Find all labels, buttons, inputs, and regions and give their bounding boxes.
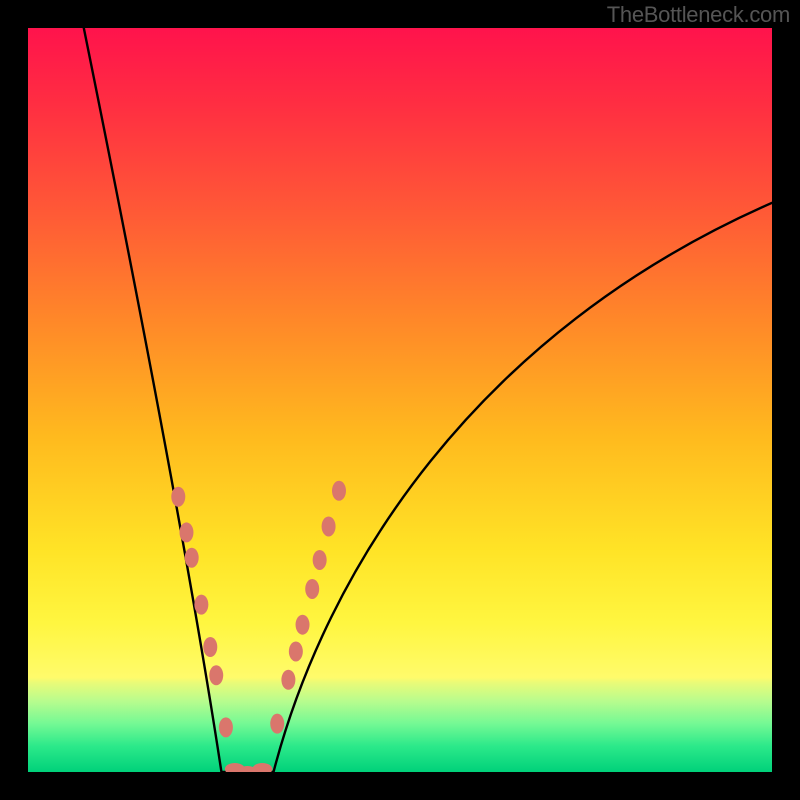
marker-dot — [171, 487, 185, 507]
marker-dot — [289, 641, 303, 661]
marker-dot — [219, 717, 233, 737]
plot-background — [28, 28, 772, 772]
marker-dot — [305, 579, 319, 599]
marker-dot — [209, 665, 223, 685]
marker-dot — [270, 714, 284, 734]
marker-dot — [281, 670, 295, 690]
plot-svg — [28, 28, 772, 772]
marker-dot — [203, 637, 217, 657]
marker-dot — [332, 481, 346, 501]
chart-frame: TheBottleneck.com — [0, 0, 800, 800]
watermark-text: TheBottleneck.com — [607, 2, 790, 28]
marker-dot — [179, 522, 193, 542]
marker-dot — [322, 516, 336, 536]
marker-dot — [194, 595, 208, 615]
plot-area — [28, 28, 772, 772]
marker-dot — [296, 615, 310, 635]
marker-dot — [313, 550, 327, 570]
marker-dot — [185, 548, 199, 568]
